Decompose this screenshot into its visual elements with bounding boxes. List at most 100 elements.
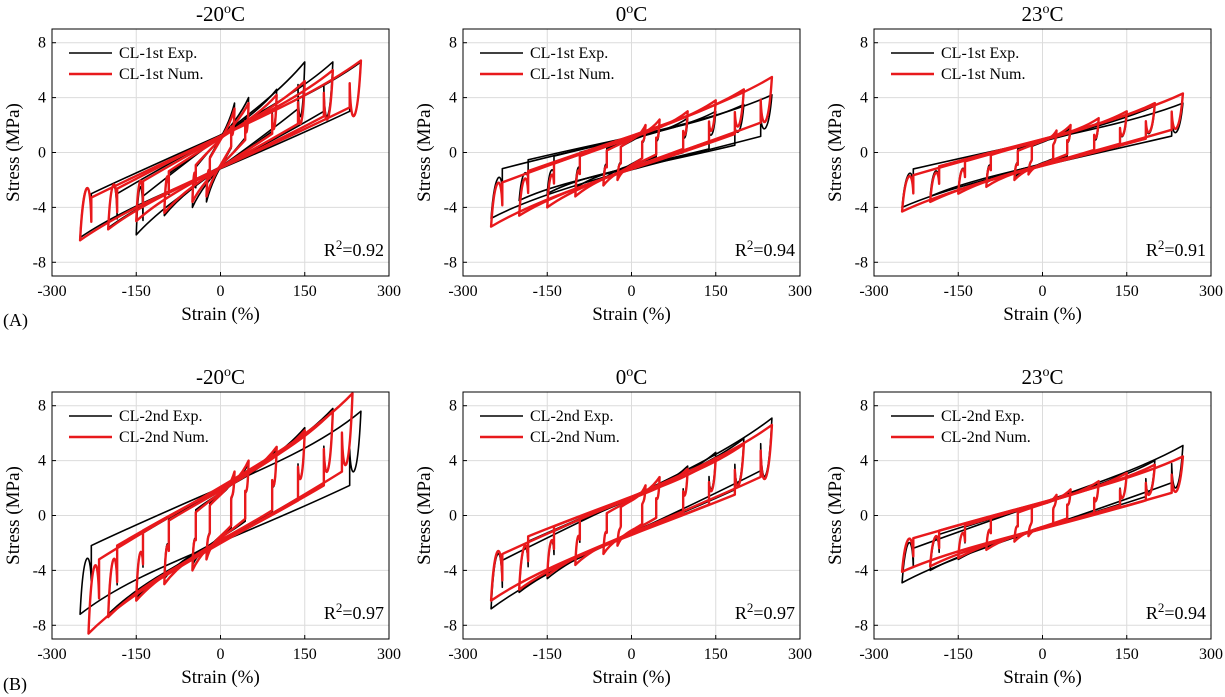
r2-annotation: R2=0.91 [1146, 237, 1206, 260]
y-axis-label: Stress (MPa) [414, 466, 435, 565]
x-tick-label: 300 [1199, 646, 1223, 663]
title-sup: o [1042, 2, 1049, 17]
x-tick-label: -150 [122, 646, 151, 663]
y-tick-label: -8 [855, 617, 868, 634]
y-axis-label: Stress (MPa) [825, 466, 846, 565]
r2-value: =0.97 [753, 603, 795, 623]
x-tick-label: 300 [1199, 283, 1223, 300]
row-label: (A) [3, 310, 28, 331]
x-tick-label: -150 [944, 646, 973, 663]
legend: CL-1st Exp. CL-1st Num. [480, 45, 614, 83]
hysteresis-loop [900, 92, 1185, 213]
y-tick-label: -8 [33, 617, 46, 634]
y-tick-label: 0 [449, 145, 457, 162]
panel-title: -20oC [196, 2, 245, 26]
num-series [87, 392, 354, 635]
title-sup: o [626, 2, 633, 17]
x-tick-label: -300 [448, 283, 477, 300]
r2-base: R [735, 240, 747, 260]
hysteresis-loop [191, 101, 250, 204]
hysteresis-loop [1013, 123, 1072, 182]
hysteresis-loop [205, 470, 236, 561]
x-axis-label: Strain (%) [181, 304, 260, 325]
legend: CL-1st Exp. CL-1st Num. [69, 45, 203, 83]
y-tick-label: -8 [444, 617, 457, 634]
y-tick-label: 4 [449, 90, 457, 107]
x-tick-label: 300 [377, 646, 401, 663]
legend-label: CL-1st Num. [941, 66, 1025, 83]
x-tick-label: 300 [377, 283, 401, 300]
y-tick-label: 4 [860, 90, 868, 107]
panel-title: 23oC [1021, 365, 1063, 389]
panel-0-0: -300 -150 0 150 300 8 4 0 -4 -8 Strain (%) Stress (… [3, 2, 401, 325]
title-sup: o [626, 365, 633, 380]
y-tick-label: 4 [38, 90, 46, 107]
r2-sup: 2 [1158, 600, 1165, 615]
legend: CL-2nd Exp. CL-2nd Num. [69, 408, 209, 446]
y-tick-label: -4 [444, 562, 457, 579]
legend-label: CL-2nd Num. [119, 429, 209, 446]
r2-sup: 2 [336, 237, 343, 252]
curves [900, 444, 1185, 584]
legend-label: CL-1st Num. [119, 66, 203, 83]
r2-sup: 2 [336, 600, 343, 615]
r2-annotation: R2=0.97 [324, 600, 384, 623]
y-tick-label: 0 [860, 508, 868, 525]
legend: CL-1st Exp. CL-1st Num. [891, 45, 1025, 83]
r2-base: R [324, 603, 336, 623]
x-tick-label: -150 [533, 283, 562, 300]
title-sup: o [224, 2, 231, 17]
x-tick-label: 300 [788, 283, 812, 300]
x-axis-label: Strain (%) [1003, 304, 1082, 325]
title-unit: C [1049, 2, 1063, 26]
y-tick-label: 0 [860, 145, 868, 162]
x-tick-label: -150 [944, 283, 973, 300]
hysteresis-loop [602, 475, 661, 556]
x-tick-label: -300 [859, 283, 888, 300]
x-tick-label: 300 [788, 646, 812, 663]
y-tick-label: 8 [449, 35, 457, 52]
title-unit: C [633, 365, 647, 389]
legend-label: CL-1st Exp. [941, 45, 1019, 62]
y-tick-label: 8 [449, 398, 457, 415]
y-tick-label: -8 [33, 254, 46, 271]
num-series [78, 59, 363, 242]
y-axis-label: Stress (MPa) [414, 103, 435, 202]
y-tick-label: 0 [449, 508, 457, 525]
title-sup: o [1042, 365, 1049, 380]
x-tick-label: 0 [217, 646, 225, 663]
hysteresis-loop [191, 459, 250, 572]
hysteresis-loop [1013, 488, 1072, 543]
legend-label: CL-2nd Exp. [119, 408, 203, 425]
y-axis-label: Stress (MPa) [3, 103, 24, 202]
legend: CL-2nd Exp. CL-2nd Num. [891, 408, 1031, 446]
y-tick-label: 8 [860, 398, 868, 415]
r2-base: R [1146, 603, 1158, 623]
title-base: 23 [1021, 365, 1042, 389]
y-axis-label: Stress (MPa) [825, 103, 846, 202]
x-axis-label: Strain (%) [592, 667, 671, 688]
y-tick-label: 4 [860, 453, 868, 470]
r2-annotation: R2=0.94 [735, 237, 795, 260]
x-tick-label: 0 [217, 283, 225, 300]
hysteresis-loop [163, 445, 278, 586]
hysteresis-loop [489, 75, 774, 228]
hysteresis-loop [616, 123, 647, 182]
r2-sup: 2 [1158, 237, 1165, 252]
x-tick-label: -300 [37, 646, 66, 663]
y-tick-label: 0 [38, 508, 46, 525]
x-tick-label: 0 [1039, 283, 1047, 300]
curves [78, 59, 363, 242]
title-base: 0 [616, 2, 627, 26]
panel-title: 0oC [616, 365, 648, 389]
x-tick-label: -150 [122, 283, 151, 300]
r2-annotation: R2=0.97 [735, 600, 795, 623]
hysteresis-loop [87, 392, 354, 635]
curves [489, 75, 774, 228]
y-tick-label: -4 [444, 199, 457, 216]
panel-1-0: -300 -150 0 150 300 8 4 0 -4 -8 Strain (%) Stress (… [3, 365, 401, 688]
r2-base: R [735, 603, 747, 623]
legend: CL-2nd Exp. CL-2nd Num. [480, 408, 620, 446]
x-tick-label: 150 [704, 283, 728, 300]
